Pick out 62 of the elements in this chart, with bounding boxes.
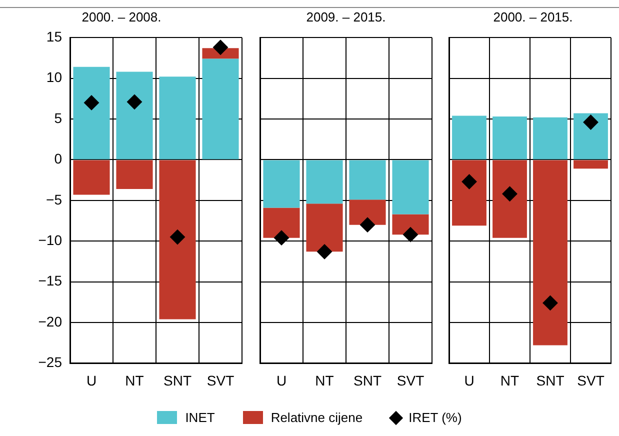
x-tick-label: U [86,372,97,388]
y-tick-label: −15 [38,272,62,289]
bar [492,116,527,160]
bar [202,58,239,160]
chart-title: 2000. – 2015. [493,9,573,24]
bar [159,76,196,160]
point [360,217,375,232]
x-tick-label: SNT [354,372,382,388]
bar [73,160,110,195]
bar [306,204,343,252]
bar [452,160,486,226]
bar [263,208,300,238]
point [274,230,289,246]
point [127,94,142,110]
x-tick-label: NT [500,372,520,388]
bar [116,160,153,190]
bar [574,160,608,169]
x-tick-label: SVT [206,372,235,388]
bar [392,214,429,235]
bar [574,113,608,160]
x-tick-label: SVT [577,372,605,388]
bar [392,160,429,214]
bar [533,117,568,160]
y-tick-label: −20 [38,313,62,330]
bar [159,160,196,320]
x-tick-label: U [276,372,287,388]
legend-label: IRET (%) [408,410,462,425]
y-tick-label: 0 [54,150,62,167]
y-tick-label: −10 [38,232,62,248]
x-tick-label: NT [315,372,334,388]
point [403,227,418,242]
y-tick-label: 5 [54,110,62,126]
chart-title: 2000. – 2008. [82,9,162,24]
y-tick-label: 10 [46,69,62,86]
point [317,244,332,260]
point [502,186,518,202]
y-tick-label: −25 [38,354,62,370]
x-tick-label: SNT [164,372,192,388]
x-tick-label: SNT [536,372,565,388]
y-tick-label: −5 [46,191,62,208]
point [213,40,228,55]
bar [73,66,110,160]
bar [116,72,153,160]
legend-label: Relativne cijene [270,410,363,425]
bar [349,200,386,225]
bar [263,160,300,208]
point [170,230,185,245]
point [583,114,598,130]
bar [452,116,486,160]
chart-title: 2009. – 2015. [306,9,386,24]
bar [492,160,527,238]
x-tick-label: SVT [396,372,425,388]
legend-label: INET [185,410,215,425]
point [542,295,558,310]
bar [349,160,386,200]
x-tick-label: U [464,372,474,388]
bar [306,160,343,204]
y-tick-label: 15 [46,28,62,44]
bar [533,160,568,346]
point [462,174,477,190]
point [84,95,99,110]
x-tick-label: NT [125,372,144,388]
